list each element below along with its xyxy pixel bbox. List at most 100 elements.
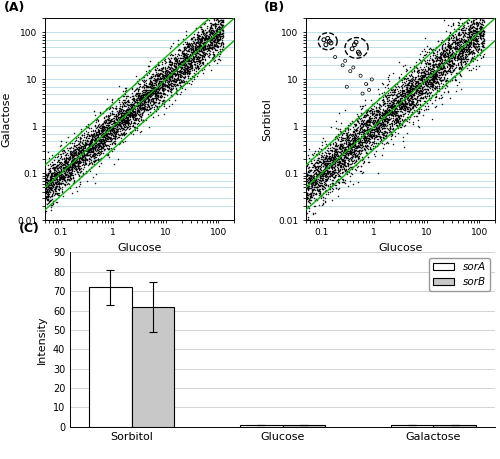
Point [214,36,222,43]
Point [154,85,162,93]
Point [94,133,102,140]
Point [354,147,362,155]
Point [393,112,401,119]
Point [83,147,91,155]
Point [333,161,341,168]
Point [321,187,329,194]
Point [60,163,68,171]
Point [34,178,42,185]
Point [320,168,328,176]
Point [444,62,452,70]
Point [120,109,128,117]
Point [171,54,179,62]
Point [92,124,100,132]
Point [406,92,413,100]
Point [452,55,460,62]
Point [383,120,391,127]
Point [147,93,155,100]
Point [302,181,310,188]
Point [387,135,395,143]
Point [202,45,209,53]
Point [477,25,485,32]
Point [328,160,336,168]
Point [284,201,292,208]
Point [338,140,346,148]
Point [360,132,368,140]
Point [354,151,362,159]
Point [418,88,426,95]
Point [472,36,480,44]
Point [310,179,318,186]
Point [397,97,405,105]
Point [374,123,382,131]
Point [68,148,76,156]
Point [363,142,371,150]
Point [429,78,437,85]
Point [136,92,144,100]
Point [173,65,181,72]
Point [290,202,298,209]
Point [294,182,302,189]
Point [344,145,351,152]
Point [478,52,486,59]
Point [404,91,412,99]
Point [342,152,349,160]
Point [480,14,488,22]
Point [130,113,138,121]
Point [358,125,366,132]
Point [110,124,118,131]
Point [344,129,352,136]
Point [443,56,451,63]
Point [427,79,435,86]
Point [51,177,59,184]
Point [440,68,448,75]
Point [442,40,450,47]
Point [92,151,100,158]
Point [100,131,108,138]
Point [130,103,138,111]
Point [194,36,202,44]
Point [63,165,71,172]
Point [350,135,358,143]
Point [185,40,193,47]
Point [432,77,440,84]
Point [417,93,425,101]
Point [375,124,383,132]
Point [311,183,319,190]
Point [411,73,419,81]
Point [370,127,378,134]
Point [210,42,218,50]
Point [102,132,110,140]
Point [423,57,431,64]
Point [440,63,448,70]
Point [188,61,196,68]
Point [194,69,202,76]
Point [170,62,178,69]
Point [55,182,63,190]
Point [117,113,125,120]
Point [331,145,339,152]
Point [472,25,480,32]
Point [305,171,313,179]
Point [180,68,188,75]
Point [186,67,194,74]
Point [198,36,205,43]
Point [94,150,102,157]
Point [109,120,117,127]
Point [362,134,370,141]
Point [136,99,144,106]
Point [334,132,342,139]
Point [27,192,35,199]
Point [97,128,105,135]
Point [76,141,84,148]
Point [38,175,46,183]
Point [182,46,190,54]
Point [40,184,48,191]
Point [75,140,83,147]
Point [332,139,340,146]
Point [162,82,170,90]
Point [109,128,117,135]
Point [210,37,218,44]
Point [466,28,473,35]
Point [41,180,49,187]
